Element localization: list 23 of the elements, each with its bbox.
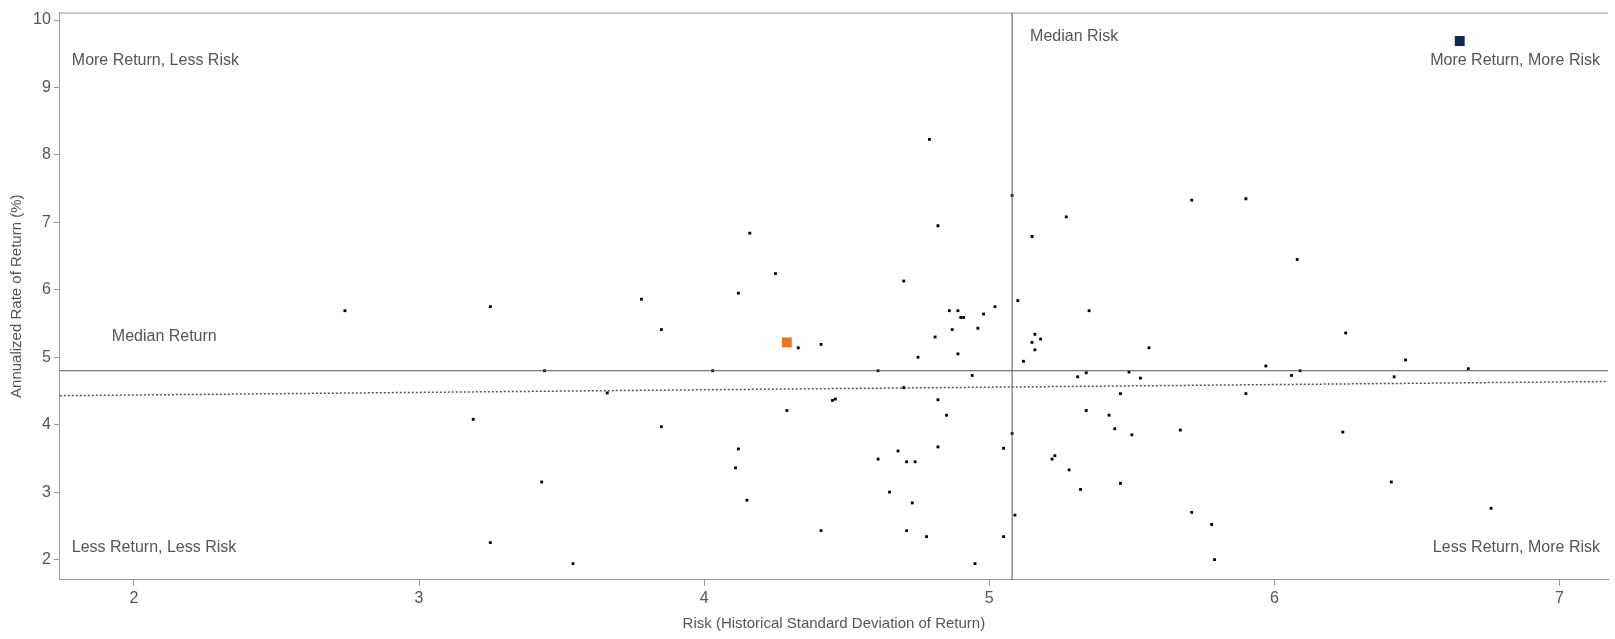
x-tick-label: 2 xyxy=(129,588,139,606)
y-tick-label: 6 xyxy=(41,280,51,298)
y-tick-label: 4 xyxy=(41,415,51,433)
y-tick-label: 2 xyxy=(41,549,51,567)
ref-line-label: Median Risk xyxy=(1030,27,1120,45)
y-tick-label: 9 xyxy=(41,77,51,95)
x-axis-title: Risk (Historical Standard Deviation of Return) xyxy=(682,614,986,632)
x-tick-label: 7 xyxy=(1555,588,1565,606)
annotation: More Return, Less Risk xyxy=(71,51,240,69)
y-axis-title: Annualized Rate of Return (%) xyxy=(7,194,25,398)
y-tick-label: 5 xyxy=(41,347,51,365)
ref-line-label: Median Return xyxy=(111,327,217,345)
x-tick-label: 5 xyxy=(984,588,994,606)
y-tick-label: 10 xyxy=(33,10,51,28)
x-tick-label: 6 xyxy=(1269,588,1279,606)
x-tick-label: 3 xyxy=(414,588,424,606)
annotation: Less Return, Less Risk xyxy=(71,538,238,556)
annotation: Less Return, More Risk xyxy=(1432,538,1601,556)
annotation: More Return, More Risk xyxy=(1430,51,1601,69)
y-tick-label: 8 xyxy=(41,145,51,163)
y-tick-label: 3 xyxy=(41,482,51,500)
x-tick-label: 4 xyxy=(699,588,709,606)
y-tick-label: 7 xyxy=(41,212,51,230)
